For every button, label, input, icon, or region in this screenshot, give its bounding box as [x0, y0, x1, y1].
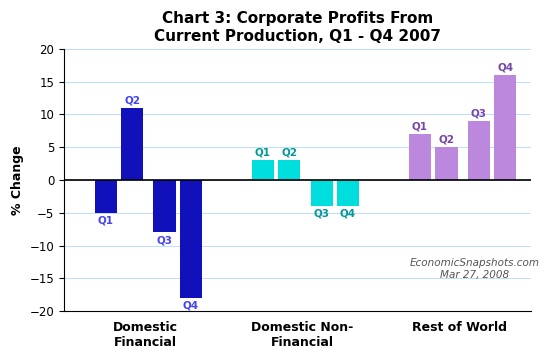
Bar	[180, 180, 202, 298]
Bar	[310, 180, 333, 206]
Text: Q2: Q2	[124, 95, 140, 105]
Text: Q4: Q4	[340, 209, 356, 219]
Text: Q3: Q3	[314, 209, 330, 219]
Bar	[435, 147, 457, 180]
Text: Q2: Q2	[281, 148, 297, 158]
Bar	[468, 121, 490, 180]
Bar	[94, 180, 117, 213]
Bar	[252, 160, 274, 180]
Bar	[337, 180, 359, 206]
Text: Q3: Q3	[471, 108, 487, 118]
Text: Q1: Q1	[412, 121, 428, 131]
Bar	[278, 160, 300, 180]
Text: Q4: Q4	[183, 301, 199, 311]
Text: EconomicSnapshots.com
Mar 27, 2008: EconomicSnapshots.com Mar 27, 2008	[410, 258, 539, 280]
Bar	[409, 134, 431, 180]
Bar	[153, 180, 176, 233]
Bar	[121, 108, 143, 180]
Text: Q1: Q1	[98, 215, 114, 225]
Text: Q1: Q1	[255, 148, 271, 158]
Bar	[494, 75, 516, 180]
Y-axis label: % Change: % Change	[11, 145, 24, 215]
Text: Q3: Q3	[157, 235, 173, 245]
Title: Chart 3: Corporate Profits From
Current Production, Q1 - Q4 2007: Chart 3: Corporate Profits From Current …	[154, 11, 441, 44]
Text: Q2: Q2	[438, 135, 455, 145]
Text: Q4: Q4	[497, 62, 513, 72]
